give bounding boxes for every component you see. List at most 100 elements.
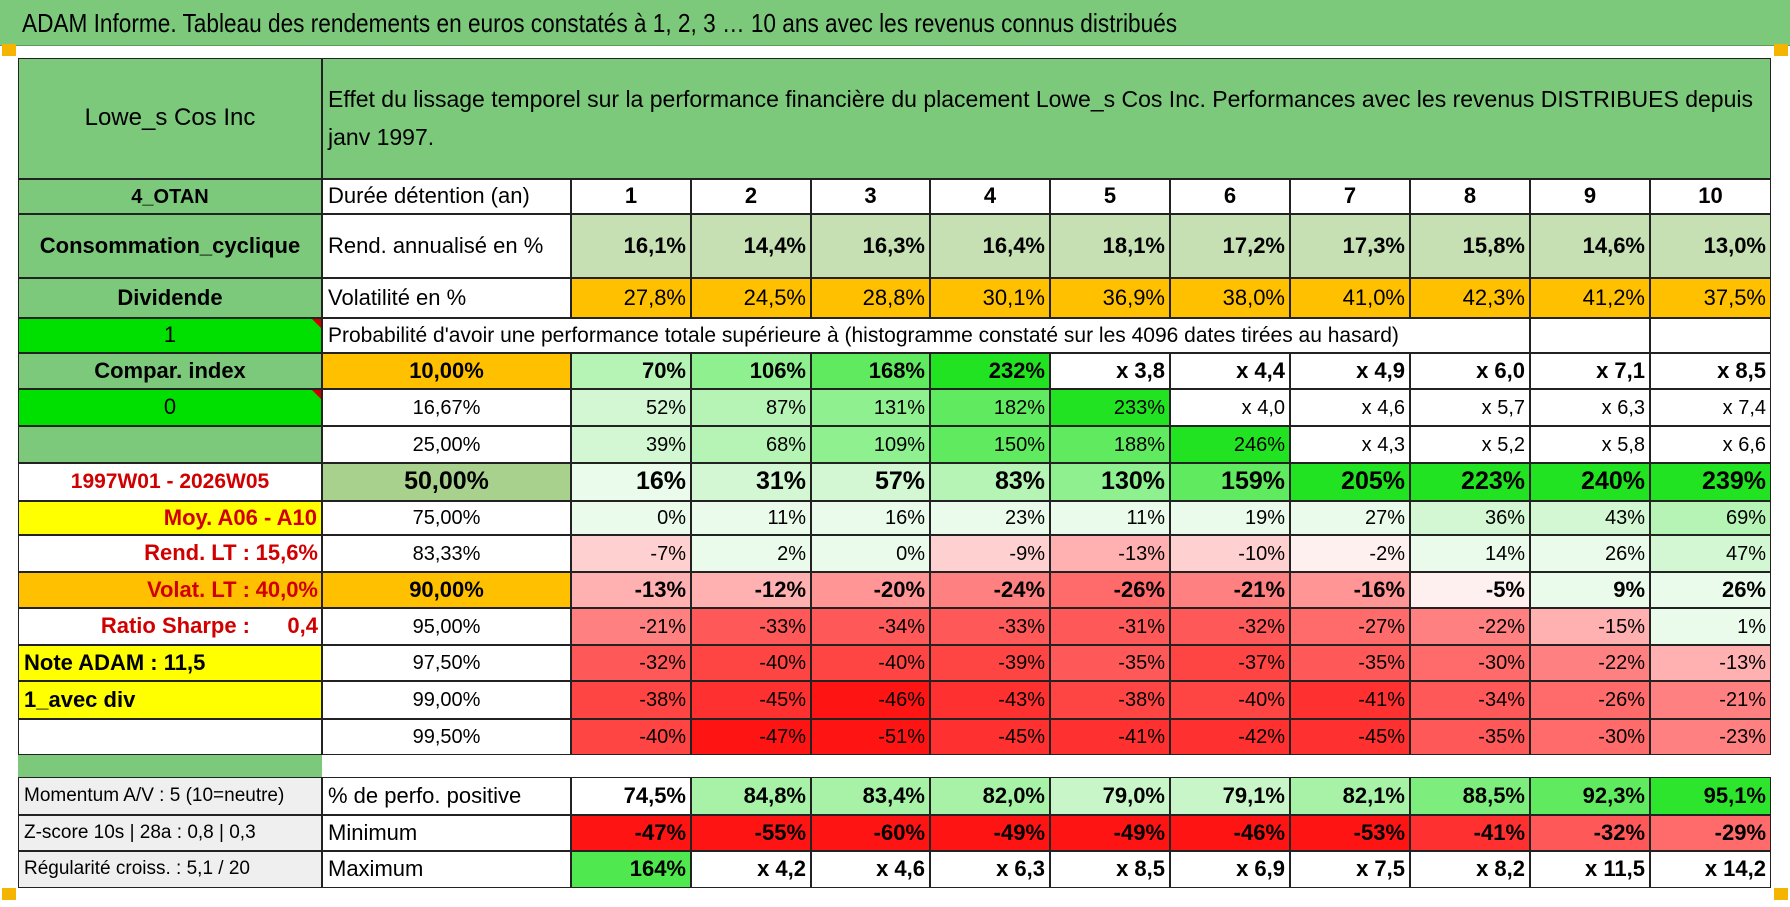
- volat-lt-value[interactable]: 40,0%: [254, 572, 322, 608]
- vol-value[interactable]: 42,3%: [1410, 278, 1530, 318]
- duree-label[interactable]: Durée détention (an): [322, 179, 571, 214]
- rend-value[interactable]: 13,0%: [1650, 214, 1771, 278]
- prob-value[interactable]: -12%: [691, 572, 811, 608]
- prob-value[interactable]: -13%: [1050, 535, 1170, 572]
- prob-value[interactable]: -34%: [1410, 681, 1530, 719]
- prob-value[interactable]: 16%: [571, 463, 691, 501]
- flag-0[interactable]: 0: [18, 389, 322, 426]
- prob-value[interactable]: -35%: [1050, 645, 1170, 681]
- max-value[interactable]: x 7,5: [1290, 851, 1410, 888]
- min-value[interactable]: -53%: [1290, 815, 1410, 851]
- prob-value[interactable]: 52%: [571, 389, 691, 426]
- prob-value[interactable]: 205%: [1290, 463, 1410, 501]
- momentum[interactable]: Momentum A/V : 5 (10=neutre): [18, 777, 322, 815]
- prob-value[interactable]: 19%: [1170, 501, 1290, 535]
- prob-value[interactable]: x 4,4: [1170, 353, 1290, 389]
- prob-value[interactable]: x 6,0: [1410, 353, 1530, 389]
- max-value[interactable]: x 6,9: [1170, 851, 1290, 888]
- prob-value[interactable]: -32%: [1170, 608, 1290, 645]
- prob-value[interactable]: x 6,6: [1650, 426, 1771, 463]
- prob-value[interactable]: -40%: [811, 645, 930, 681]
- prob-threshold[interactable]: 97,50%: [322, 645, 571, 681]
- prob-threshold[interactable]: 10,00%: [322, 353, 571, 389]
- sector-code[interactable]: 4_OTAN: [18, 179, 322, 214]
- pos-value[interactable]: 83,4%: [811, 777, 930, 815]
- rend-value[interactable]: 17,3%: [1290, 214, 1410, 278]
- prob-value[interactable]: -13%: [571, 572, 691, 608]
- max-value[interactable]: x 11,5: [1530, 851, 1650, 888]
- prob-value[interactable]: -38%: [571, 681, 691, 719]
- prob-threshold[interactable]: 75,00%: [322, 501, 571, 535]
- max-value[interactable]: x 14,2: [1650, 851, 1771, 888]
- prob-value[interactable]: -24%: [930, 572, 1050, 608]
- prob-value[interactable]: -47%: [691, 719, 811, 755]
- prob-value[interactable]: -21%: [1650, 681, 1771, 719]
- max-value[interactable]: x 8,5: [1050, 851, 1170, 888]
- prob-value[interactable]: 232%: [930, 353, 1050, 389]
- prob-extra-cell[interactable]: [1530, 318, 1650, 353]
- pos-value[interactable]: 84,8%: [691, 777, 811, 815]
- compar-index[interactable]: Compar. index: [18, 353, 322, 389]
- rend-label[interactable]: Rend. annualisé en %: [322, 214, 571, 278]
- prob-value[interactable]: -43%: [930, 681, 1050, 719]
- prob-value[interactable]: x 5,2: [1410, 426, 1530, 463]
- resize-handle-bottom-left[interactable]: [2, 888, 16, 900]
- max-value[interactable]: x 8,2: [1410, 851, 1530, 888]
- min-value[interactable]: -55%: [691, 815, 811, 851]
- prob-value[interactable]: 47%: [1650, 535, 1771, 572]
- vol-value[interactable]: 37,5%: [1650, 278, 1771, 318]
- prob-value[interactable]: -7%: [571, 535, 691, 572]
- prob-value[interactable]: -51%: [811, 719, 930, 755]
- vol-value[interactable]: 38,0%: [1170, 278, 1290, 318]
- prob-value[interactable]: 246%: [1170, 426, 1290, 463]
- prob-value[interactable]: -5%: [1410, 572, 1530, 608]
- prob-header[interactable]: Probabilité d'avoir une performance tota…: [322, 318, 1530, 353]
- prob-value[interactable]: 26%: [1650, 572, 1771, 608]
- prob-value[interactable]: -38%: [1050, 681, 1170, 719]
- flag-1[interactable]: 1: [18, 318, 322, 353]
- year-header[interactable]: 9: [1530, 179, 1650, 214]
- prob-value[interactable]: -13%: [1650, 645, 1771, 681]
- rend-value[interactable]: 14,6%: [1530, 214, 1650, 278]
- prob-value[interactable]: 109%: [811, 426, 930, 463]
- min-value[interactable]: -49%: [1050, 815, 1170, 851]
- prob-value[interactable]: -35%: [1410, 719, 1530, 755]
- prob-value[interactable]: x 4,6: [1290, 389, 1410, 426]
- vol-value[interactable]: 41,2%: [1530, 278, 1650, 318]
- prob-value[interactable]: x 4,3: [1290, 426, 1410, 463]
- prob-value[interactable]: -16%: [1290, 572, 1410, 608]
- prob-value[interactable]: 0%: [811, 535, 930, 572]
- rend-value[interactable]: 16,4%: [930, 214, 1050, 278]
- prob-value[interactable]: x 4,0: [1170, 389, 1290, 426]
- sector[interactable]: Consommation_cyclique: [18, 214, 322, 278]
- resize-handle-right[interactable]: [1774, 44, 1788, 56]
- prob-value[interactable]: x 5,8: [1530, 426, 1650, 463]
- prob-threshold[interactable]: 99,00%: [322, 681, 571, 719]
- min-value[interactable]: -60%: [811, 815, 930, 851]
- prob-value[interactable]: x 6,3: [1530, 389, 1650, 426]
- prob-value[interactable]: 239%: [1650, 463, 1771, 501]
- min-label[interactable]: Minimum: [322, 815, 571, 851]
- resize-handle-bottom-right[interactable]: [1774, 888, 1788, 900]
- prob-value[interactable]: 87%: [691, 389, 811, 426]
- zscore[interactable]: Z-score 10s | 28a : 0,8 | 0,3: [18, 815, 322, 851]
- prob-value[interactable]: -23%: [1650, 719, 1771, 755]
- year-header[interactable]: 10: [1650, 179, 1771, 214]
- prob-value[interactable]: -20%: [811, 572, 930, 608]
- prob-value[interactable]: x 4,9: [1290, 353, 1410, 389]
- prob-value[interactable]: 1%: [1650, 608, 1771, 645]
- prob-value[interactable]: -46%: [811, 681, 930, 719]
- prob-value[interactable]: 26%: [1530, 535, 1650, 572]
- prob-value[interactable]: 27%: [1290, 501, 1410, 535]
- rend-value[interactable]: 14,4%: [691, 214, 811, 278]
- prob-value[interactable]: 188%: [1050, 426, 1170, 463]
- prob-value[interactable]: -32%: [571, 645, 691, 681]
- prob-extra-cell[interactable]: [1650, 318, 1771, 353]
- pos-value[interactable]: 88,5%: [1410, 777, 1530, 815]
- year-header[interactable]: 3: [811, 179, 930, 214]
- prob-value[interactable]: x 7,1: [1530, 353, 1650, 389]
- prob-value[interactable]: 70%: [571, 353, 691, 389]
- prob-value[interactable]: 14%: [1410, 535, 1530, 572]
- min-value[interactable]: -32%: [1530, 815, 1650, 851]
- vol-label[interactable]: Volatilité en %: [322, 278, 571, 318]
